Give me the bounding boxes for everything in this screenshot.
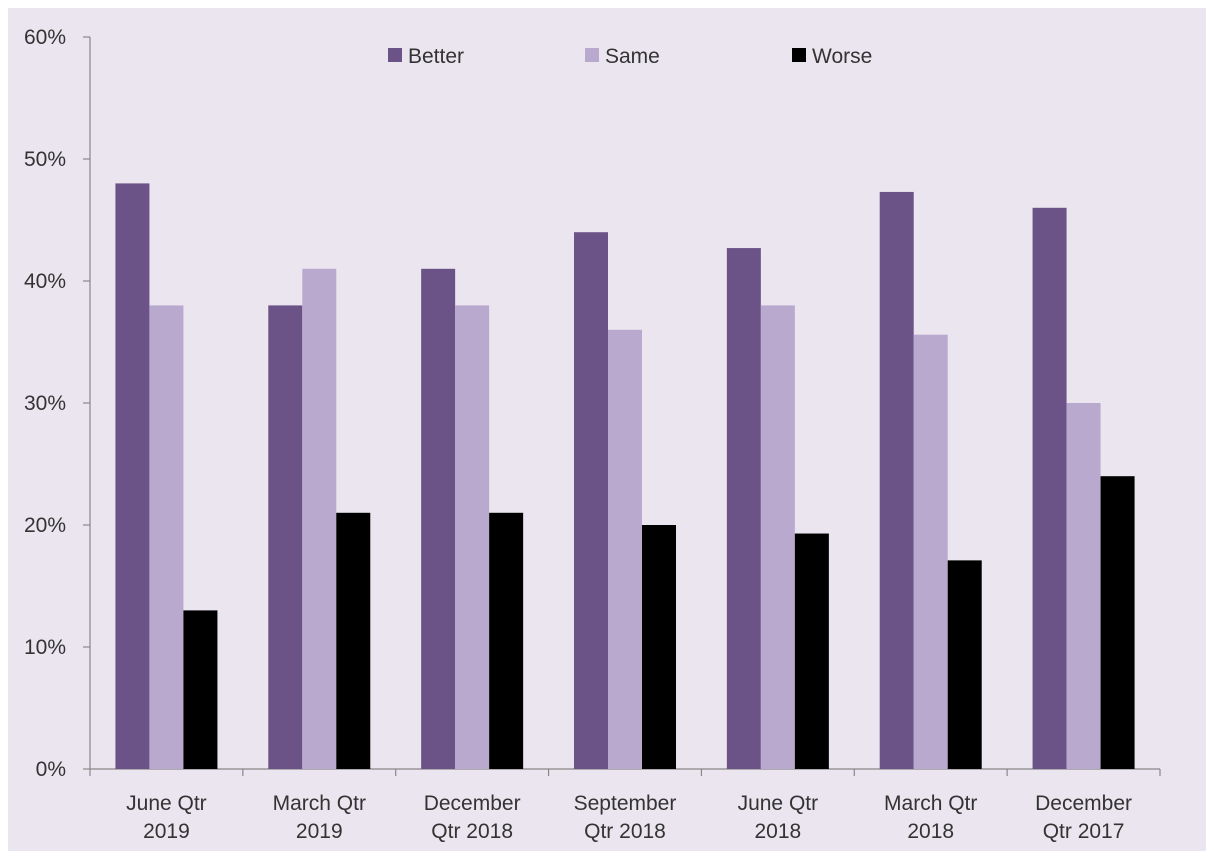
legend-swatch [388,48,402,62]
bar-worse [336,512,371,769]
legend-label: Better [408,45,464,68]
bar-worse [794,533,829,769]
bars [115,183,1135,770]
bar-worse [642,525,676,769]
y-tick-label: 20% [24,514,66,537]
y-tick-label: 50% [24,148,66,171]
bar-same [455,305,490,769]
x-category-label: June Qtr 2018 [738,792,819,843]
bar-worse [947,560,982,769]
y-tick-label: 30% [24,392,66,415]
bar-better [574,232,608,769]
legend: Better Same Worse [388,45,872,68]
x-category-label: June Qtr 2019 [126,792,207,843]
bar-better [421,268,456,769]
bar-better [115,183,150,769]
legend-label: Worse [812,45,872,68]
legend-swatch [792,48,806,62]
legend-label: Same [605,45,660,68]
bar-same [608,329,642,769]
y-tick-label: 60% [24,26,66,49]
legend-swatch [585,48,599,62]
x-category-label: September Qtr 2018 [574,792,677,843]
bar-worse [183,610,218,769]
y-tick-label: 0% [36,758,66,781]
bar-same [1066,403,1101,769]
x-category-label: March Qtr 2018 [884,792,977,843]
bar-better [726,248,761,769]
bar-better [268,305,303,769]
bar-worse [489,512,524,769]
bar-better [1032,207,1067,770]
bar-same [149,305,184,769]
bar-same [302,268,337,769]
bar-same [760,305,795,769]
y-axis: 0% 10% 20% 30% 40% 50% 60% [24,26,91,781]
bar-worse [1100,476,1135,769]
x-category-label: March Qtr 2019 [273,792,366,843]
y-tick-label: 10% [24,636,66,659]
bar-same [913,334,948,769]
y-tick-label: 40% [24,270,66,293]
bar-better [879,191,914,769]
x-category-label: December Qtr 2018 [424,792,521,843]
x-category-label: December Qtr 2017 [1035,792,1132,843]
